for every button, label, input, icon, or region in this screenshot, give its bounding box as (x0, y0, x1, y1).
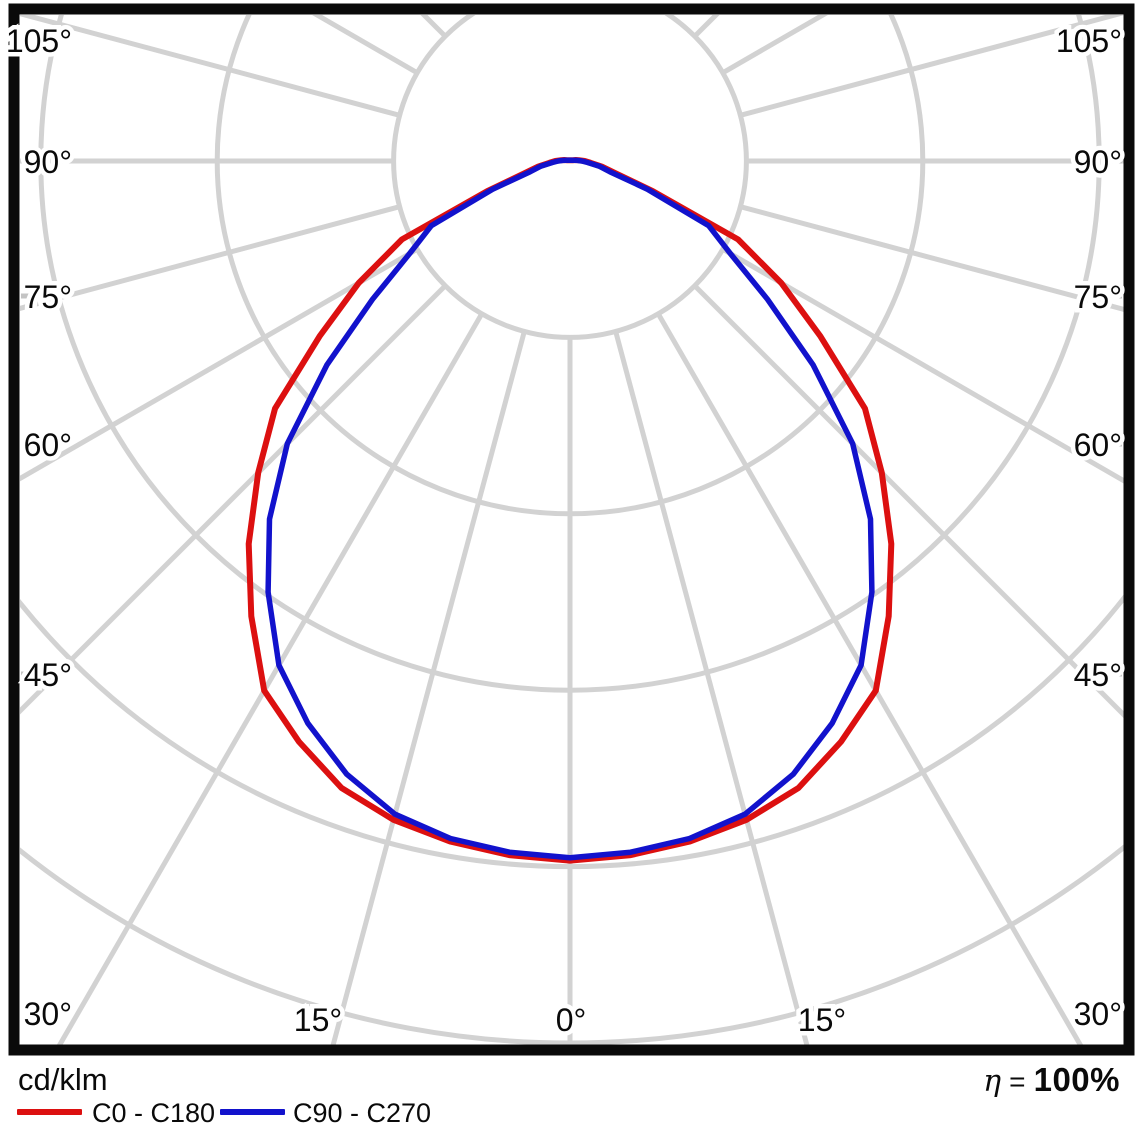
eta-value: 100% (1033, 1061, 1120, 1098)
angle-label-left: 75° (24, 279, 72, 315)
plot-border (8, 3, 1135, 1056)
angle-label-bottom: 0° (556, 1002, 587, 1038)
eta-symbol: η (983, 1064, 1002, 1099)
angle-label-right: 30° (1074, 996, 1122, 1032)
angle-label-left: 60° (24, 427, 72, 463)
angle-label-left: 90° (24, 144, 72, 180)
angle-label-right: 45° (1074, 657, 1122, 693)
grid-spoke (20, 247, 419, 482)
angle-label-right: 105° (1056, 23, 1122, 59)
legend-label-c90-c270: C90 - C270 (293, 1098, 432, 1128)
border-ticks (21, 158, 1122, 677)
angle-label-bottom: 15° (294, 1002, 342, 1038)
angle-label-right: 60° (1074, 427, 1122, 463)
grid-spoke (739, 15, 1124, 118)
angle-labels: 105° 105° 90° 90° 75° 75° 60° 60° 45° 45° 30° 30° 15… (1, 19, 1126, 1043)
grid-spoke (656, 312, 1084, 1045)
grid-spoke (739, 204, 1124, 313)
grid-spoke (613, 330, 810, 1045)
angle-label-right: 75° (1074, 279, 1122, 315)
angle-label-left: 105° (6, 23, 72, 59)
grid-spoke (20, 204, 401, 311)
curve-C90-C270 (265, 157, 875, 861)
angle-label-left: 30° (24, 996, 72, 1032)
legend-swatch-c90-c270 (220, 1109, 285, 1115)
angle-label-left: 45° (24, 657, 72, 693)
angle-label-right: 90° (1074, 144, 1122, 180)
grid-spoke (20, 15, 401, 118)
eta-equals: = (1009, 1066, 1026, 1097)
grid-spoke (330, 330, 527, 1045)
efficiency-readout: η = 100% (983, 1061, 1120, 1099)
grid-spoke (56, 312, 484, 1045)
units-label: cd/klm (18, 1062, 108, 1097)
grid-spoke (721, 247, 1124, 484)
legend-label-c0-c180: C0 - C180 (92, 1098, 216, 1128)
angle-label-bottom: 15° (798, 1002, 846, 1038)
legend-swatch-c0-c180 (17, 1109, 82, 1115)
